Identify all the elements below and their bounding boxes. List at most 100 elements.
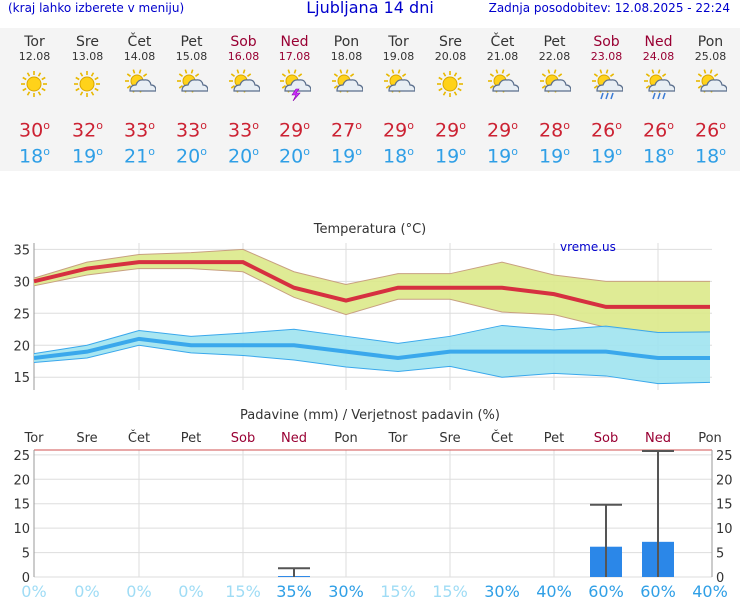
day-date: 25.08 [694,50,727,63]
day-column: Čet 21.08 29o 19o [476,28,529,168]
precipitation-probability: 0% [126,582,151,597]
y-tick-label: 0 [22,571,30,586]
y2-tick-label: 25 [716,449,733,464]
x-tick-label: Ned [281,431,307,446]
header: (kraj lahko izberete v meniju) Ljubljana… [0,0,740,20]
day-column: Pet 15.08 33o 20o [165,28,218,168]
sun-cloud-rain-icon [580,63,633,113]
y-tick-label: 15 [13,371,30,386]
y-tick-label: 10 [13,522,30,537]
sun-icon [424,63,477,113]
day-column: Tor 12.08 30o 18o [8,28,61,167]
day-date: 17.08 [278,50,311,63]
day-date: 23.08 [590,50,623,63]
x-tick-label: Sob [231,431,255,446]
max-range-band-lower-line [33,268,710,333]
min-temperature: 18o [383,145,414,168]
page-title: Ljubljana 14 dni [306,0,434,17]
y2-tick-label: 5 [716,547,724,562]
max-range-band-upper-line [33,248,710,286]
min-temperature: 20o [279,145,310,168]
day-column: Sob 23.08 26o 19o [580,28,633,168]
location-menu-hint[interactable]: (kraj lahko izberete v meniju) [8,1,185,15]
day-column: Pon 25.08 26o 18o [684,28,737,167]
sun-cloud-rain-icon [632,63,685,113]
day-date: 13.08 [71,50,104,63]
min-temperature: 19o [487,145,518,168]
max-range-band [34,249,710,333]
min-temperature: 18o [643,145,674,168]
day-name: Pet [180,34,203,50]
temperature-chart-title: Temperatura (°C) [313,222,426,237]
precipitation-chart: Padavine (mm) / Verjetnost padavin (%) To… [13,408,733,597]
precipitation-probability: 15% [432,582,468,597]
sun-cloud-icon [476,63,529,113]
max-temperature: 28o [539,119,570,142]
precipitation-probability: 30% [484,582,520,597]
min-temperature: 20o [176,145,207,168]
max-temperature: 26o [643,119,674,142]
x-tick-label: Sre [76,431,97,446]
sun-icon [61,63,114,113]
watermark: vreme.us [560,240,616,254]
day-date: 21.08 [486,50,519,63]
x-tick-label: Čet [491,430,513,446]
precipitation-probability: 15% [225,582,261,597]
day-column: Ned 17.08 29o 20o [268,28,321,168]
max-temperature: 29o [383,119,414,142]
precipitation-probability: 0% [21,582,46,597]
y-tick-label: 35 [13,243,30,258]
sun-cloud-thunder-icon [268,63,321,113]
min-temperature: 19o [539,145,570,168]
max-temperature: 26o [591,119,622,142]
sun-cloud-icon [113,63,166,113]
day-date: 12.08 [18,50,51,63]
day-name: Sob [593,34,620,50]
min-temperature: 19o [591,145,622,168]
x-tick-label: Pet [181,431,201,446]
precipitation-probability: 40% [536,582,572,597]
y-tick-label: 15 [13,498,30,513]
sun-cloud-icon [165,63,218,113]
day-column: Sob 16.08 33o 20o [217,28,270,168]
day-name: Čet [127,34,152,50]
min-temperature: 19o [435,145,466,168]
max-temperature: 26o [695,119,726,142]
precipitation-probability: 35% [276,582,312,597]
y2-tick-label: 10 [716,522,733,537]
day-date: 19.08 [382,50,415,63]
x-tick-label: Pon [334,431,358,446]
day-name: Ned [644,34,673,50]
precipitation-probability: 0% [178,582,203,597]
precipitation-chart-title: Padavine (mm) / Verjetnost padavin (%) [240,408,500,423]
day-date: 20.08 [434,50,467,63]
max-temperature: 33o [176,119,207,142]
min-temperature: 19o [331,145,362,168]
x-tick-label: Ned [645,431,671,446]
x-tick-label: Sre [439,431,460,446]
day-column: Pet 22.08 28o 19o [528,28,581,168]
precipitation-probability: 15% [380,582,416,597]
day-date: 18.08 [330,50,363,63]
max-temperature: 32o [72,119,103,142]
day-column: Tor 19.08 29o 18o [372,28,425,168]
sun-icon [8,63,61,113]
day-date: 22.08 [538,50,571,63]
day-name: Tor [388,34,409,50]
precipitation-probability: 40% [692,582,728,597]
day-date: 16.08 [227,50,260,63]
day-name: Sre [439,34,462,50]
day-date: 14.08 [123,50,156,63]
day-column: Sre 20.08 29o 19o [424,28,477,168]
min-temperature: 20o [228,145,259,168]
sun-cloud-icon [528,63,581,113]
temperature-chart: Temperatura (°C) 15 20 25 30 35 vreme.us [13,222,712,390]
precipitation-probability: 60% [588,582,624,597]
min-range-band-upper-line [33,324,711,355]
min-range-band-lower-line [33,344,711,385]
min-temperature: 19o [72,145,103,168]
day-name: Pon [333,34,360,50]
y-tick-label: 25 [13,307,30,322]
max-temperature-line [33,260,710,309]
sun-cloud-icon [684,63,737,113]
